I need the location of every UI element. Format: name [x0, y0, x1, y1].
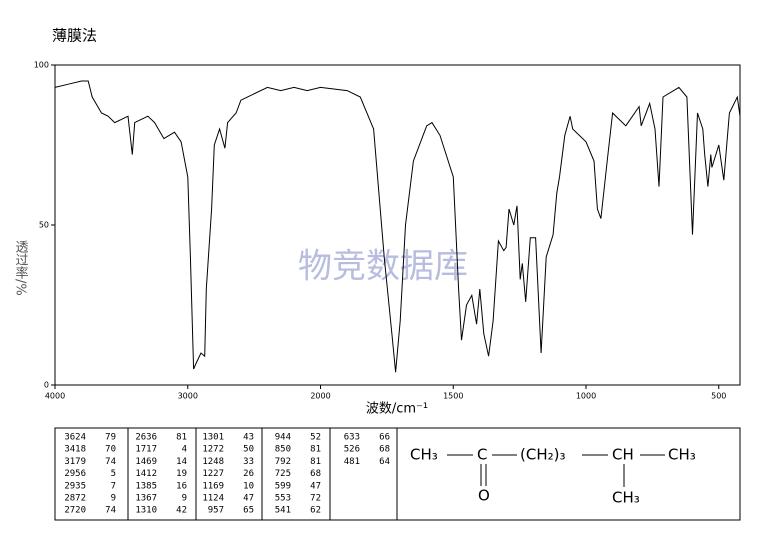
peak-transmittance: 47: [243, 494, 254, 504]
peak-transmittance: 10: [243, 481, 254, 491]
peak-wavenumber: 1412: [135, 469, 157, 479]
peak-wavenumber: 599: [275, 481, 291, 491]
peak-wavenumber: 1169: [202, 481, 224, 491]
peak-wavenumber: 725: [275, 469, 291, 479]
peak-wavenumber: 2636: [135, 433, 157, 443]
watermark: 物竞数据库: [298, 247, 468, 287]
peak-transmittance: 62: [310, 506, 321, 516]
peak-wavenumber: 2935: [64, 481, 86, 491]
plot-frame: [54, 64, 741, 386]
table-dividers: [127, 428, 398, 520]
peak-wavenumber: 1227: [202, 469, 224, 479]
peak-wavenumber: 541: [275, 506, 291, 516]
peak-transmittance: 52: [310, 433, 321, 443]
peak-wavenumber: 1248: [202, 457, 224, 467]
peak-wavenumber: 1124: [202, 494, 224, 504]
peak-wavenumber: 1310: [135, 506, 157, 516]
peak-transmittance: 16: [176, 481, 187, 491]
structure-group: O: [478, 487, 490, 505]
peak-transmittance: 5: [111, 469, 116, 479]
peak-wavenumber: 1367: [135, 494, 157, 504]
peak-transmittance: 50: [243, 445, 254, 455]
peak-wavenumber: 944: [275, 433, 291, 443]
peak-wavenumber: 3624: [64, 433, 86, 443]
peak-wavenumber: 1385: [135, 481, 157, 491]
y-tick-label: 50: [39, 221, 49, 230]
peak-transmittance: 14: [176, 457, 187, 467]
peak-transmittance: 65: [243, 506, 254, 516]
x-axis-label: 波数/cm⁻¹: [366, 402, 428, 417]
peak-transmittance: 74: [105, 457, 116, 467]
peak-transmittance: 64: [379, 457, 390, 467]
structure-group: (CH₂)₃: [520, 446, 565, 464]
peak-wavenumber: 1301: [202, 433, 224, 443]
peak-transmittance: 26: [243, 469, 254, 479]
structure-group: CH₃: [668, 446, 696, 464]
structure-group: CH₃: [410, 446, 438, 464]
peak-wavenumber: 633: [344, 433, 360, 443]
y-axis-label: 透过率/%: [13, 240, 29, 296]
x-tick-label: 3000: [178, 392, 198, 401]
peak-wavenumber: 553: [275, 494, 291, 504]
peak-wavenumber: 1717: [135, 445, 157, 455]
peak-wavenumber: 1272: [202, 445, 224, 455]
peak-wavenumber: 481: [344, 457, 360, 467]
x-tick-label: 1000: [576, 392, 596, 401]
peak-transmittance: 79: [105, 433, 116, 443]
peak-transmittance: 9: [111, 494, 116, 504]
y-tick-label: 0: [44, 381, 49, 390]
peak-transmittance: 43: [243, 433, 254, 443]
peak-transmittance: 4: [182, 445, 187, 455]
peak-wavenumber: 957: [208, 506, 224, 516]
peak-transmittance: 70: [105, 445, 116, 455]
structure-group: C: [477, 446, 487, 464]
structure-group: CH₃: [612, 489, 640, 507]
bonds: [447, 454, 665, 487]
peak-wavenumber: 3179: [64, 457, 86, 467]
x-tick-label: 1500: [443, 392, 463, 401]
peak-transmittance: 19: [176, 469, 187, 479]
peak-wavenumber: 2872: [64, 494, 86, 504]
peak-wavenumber: 792: [275, 457, 291, 467]
title: 薄膜法: [52, 27, 97, 45]
spectrum-line: [54, 80, 741, 373]
peak-transmittance: 81: [176, 433, 187, 443]
peak-transmittance: 33: [243, 457, 254, 467]
peak-wavenumber: 1469: [135, 457, 157, 467]
x-tick-label: 4000: [45, 392, 65, 401]
peak-transmittance: 81: [310, 445, 321, 455]
peak-transmittance: 7: [111, 481, 116, 491]
peak-wavenumber: 850: [275, 445, 291, 455]
peak-transmittance: 72: [310, 494, 321, 504]
peak-wavenumber: 3418: [64, 445, 86, 455]
peak-transmittance: 42: [176, 506, 187, 516]
x-tick-label: 500: [711, 392, 726, 401]
peak-transmittance: 9: [182, 494, 187, 504]
peak-transmittance: 66: [379, 433, 390, 443]
peak-wavenumber: 2720: [64, 506, 86, 516]
peak-wavenumber: 2956: [64, 469, 86, 479]
peak-transmittance: 47: [310, 481, 321, 491]
structure-group: CH: [612, 446, 634, 464]
x-tick-label: 2000: [310, 392, 330, 401]
peak-transmittance: 68: [379, 445, 390, 455]
peak-transmittance: 74: [105, 506, 116, 516]
peak-transmittance: 81: [310, 457, 321, 467]
peak-transmittance: 68: [310, 469, 321, 479]
peak-wavenumber: 526: [344, 445, 360, 455]
y-tick-label: 100: [34, 61, 49, 70]
